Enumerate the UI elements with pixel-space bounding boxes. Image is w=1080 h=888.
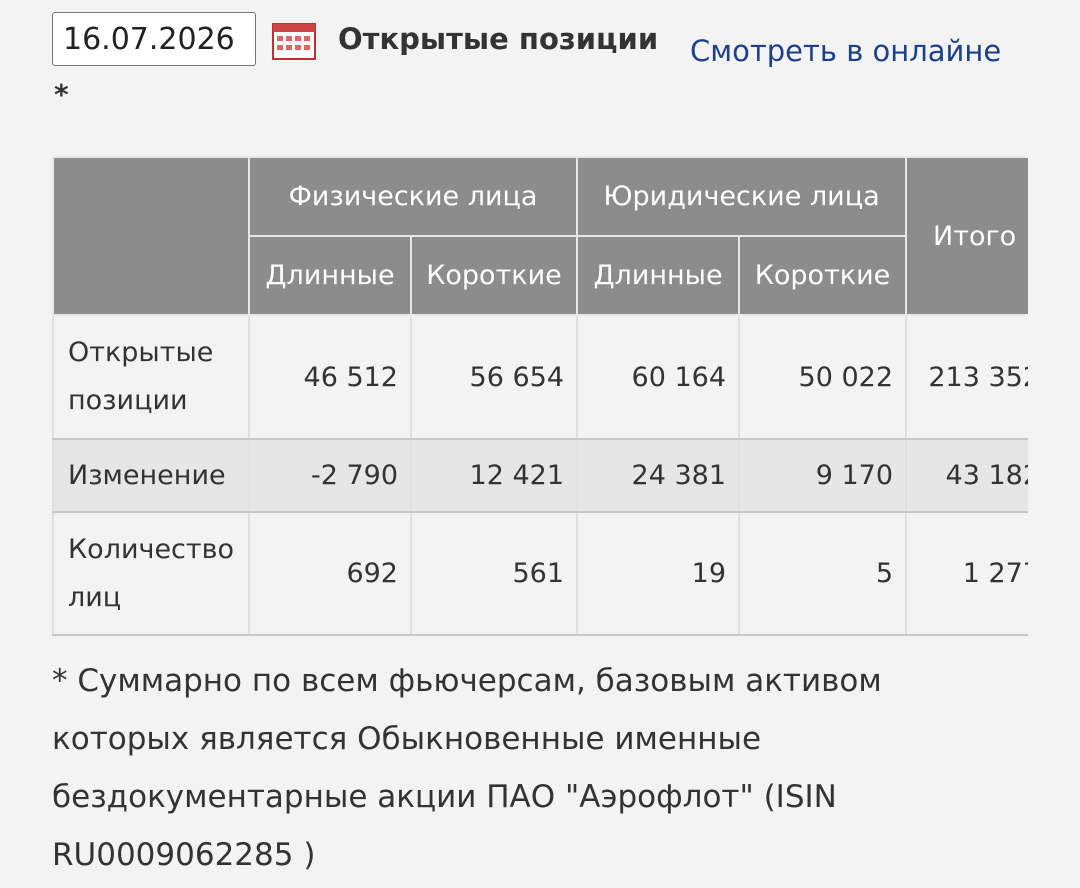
table-row: Открытые позиции 46 512 56 654 60 164 50 022… <box>52 315 1028 440</box>
group-header: Юридические лица <box>576 156 908 237</box>
footnote: * Суммарно по всем фьючерсам, базовым ак… <box>52 663 882 873</box>
cell-value: 561 <box>409 512 579 636</box>
row-label: Количество лиц <box>52 512 250 636</box>
positions-table: Физические лица Юридические лица Итого Д… <box>52 156 1028 636</box>
cell-value: 12 421 <box>409 439 579 513</box>
cell-value: 5 <box>738 512 908 636</box>
subheader: Длинные <box>248 235 412 316</box>
group-header: Физические лица <box>247 156 579 237</box>
online-link[interactable]: Смотреть в онлайне <box>690 34 1002 68</box>
row-label: Изменение <box>52 439 250 513</box>
total-header: Итого <box>905 156 1028 316</box>
cell-value: 24 381 <box>576 439 741 513</box>
subheader: Длинные <box>576 235 741 316</box>
cell-value: 1 277 <box>905 512 1028 636</box>
calendar-icon[interactable] <box>272 20 316 60</box>
cell-value: 9 170 <box>738 439 908 513</box>
asterisk: * <box>54 78 69 111</box>
subheader: Короткие <box>409 235 579 316</box>
cell-value: 56 654 <box>409 315 579 440</box>
corner-cell <box>52 156 250 316</box>
title: Открытые позиции <box>338 22 659 56</box>
cell-value: -2 790 <box>248 439 412 513</box>
table-wrap: Физические лица Юридические лица Итого Д… <box>52 156 1028 636</box>
row-label: Открытые позиции <box>52 315 250 440</box>
cell-value: 50 022 <box>738 315 908 440</box>
cell-value: 60 164 <box>576 315 741 440</box>
cell-value: 19 <box>576 512 741 636</box>
subheader: Короткие <box>738 235 908 316</box>
cell-value: 213 352 <box>905 315 1028 440</box>
cell-value: 46 512 <box>248 315 412 440</box>
cell-value: 43 182 <box>905 439 1028 513</box>
cell-value: 692 <box>248 512 412 636</box>
date-input[interactable]: 16.07.2026 <box>52 12 256 66</box>
